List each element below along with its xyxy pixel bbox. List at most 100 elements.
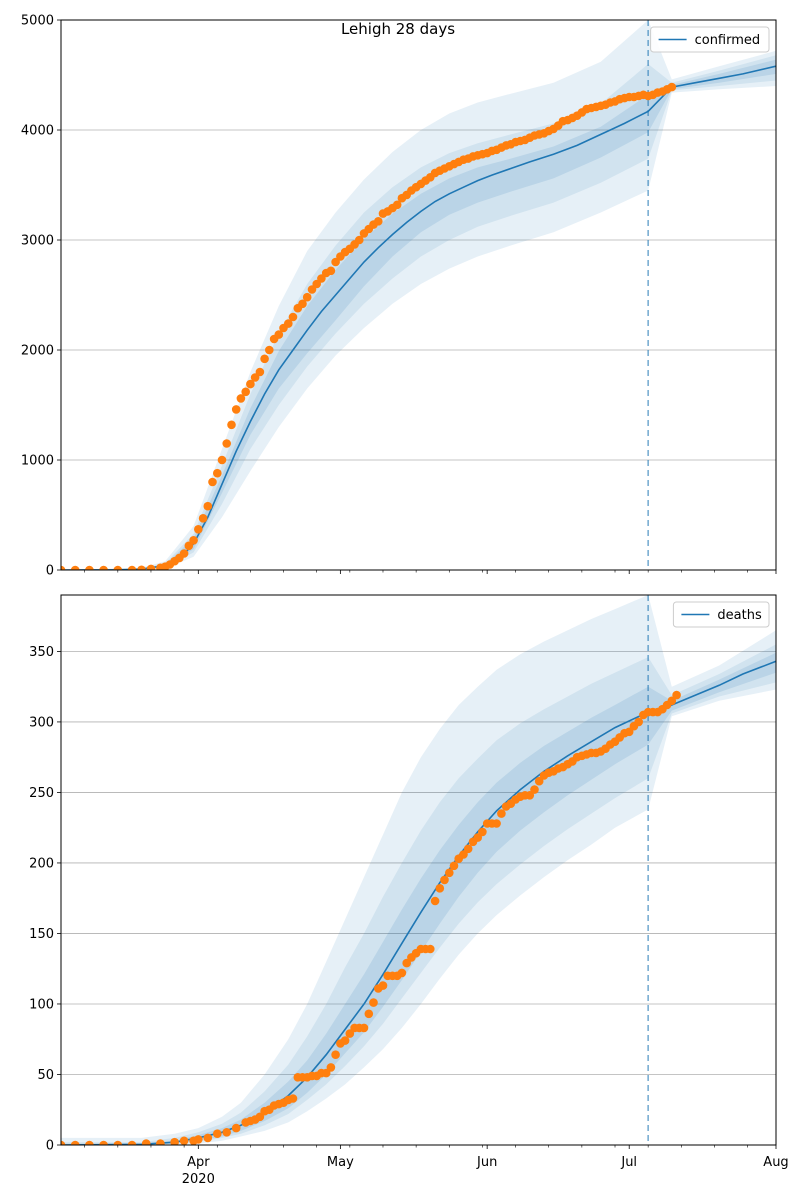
observed-point: [302, 292, 312, 302]
y-tick-label: 150: [29, 927, 54, 942]
observed-point: [667, 82, 677, 92]
band-inner: [61, 652, 776, 1145]
observed-point: [355, 235, 364, 245]
observed-point: [137, 565, 146, 570]
observed-point: [326, 266, 336, 276]
deaths-panel: 0 50 100 150 200 250 300 350 Apr 2020 May Jun Jul Aug…: [29, 594, 789, 1187]
observed-point: [231, 405, 241, 414]
observed-point: [213, 468, 222, 478]
observed-point: [364, 1009, 374, 1019]
x-tick-label: Apr: [187, 1155, 210, 1170]
observed-point: [435, 884, 445, 893]
observed-point: [70, 565, 80, 570]
band-middle: [61, 644, 776, 1145]
y-tick-label: 350: [29, 645, 54, 660]
observed-point: [459, 850, 468, 859]
observed-point: [231, 1123, 241, 1133]
observed-point: [203, 1133, 213, 1143]
observed-point: [345, 1029, 355, 1038]
legend-box: [650, 26, 770, 53]
observed-point: [445, 868, 454, 878]
observed-point: [127, 1140, 137, 1145]
observed-point: [156, 1139, 165, 1145]
observed-point: [672, 690, 681, 700]
observed-point: [260, 354, 269, 364]
observed-point: [369, 998, 378, 1007]
plot-area: [61, 20, 776, 570]
observed-point: [284, 319, 293, 328]
observed-point: [440, 875, 449, 885]
observed-point: [478, 827, 487, 837]
observed-point: [222, 1128, 231, 1137]
observed-point: [61, 1140, 66, 1145]
observed-point: [392, 200, 402, 210]
observed-point: [99, 1140, 108, 1145]
observed-point: [497, 809, 506, 818]
observed-point: [85, 1140, 94, 1145]
x-tick-label: Jul: [620, 1155, 637, 1170]
observed-point: [170, 1137, 179, 1145]
observed-point: [198, 514, 208, 523]
y-tick-label: 200: [29, 856, 54, 871]
y-tick-label: 100: [29, 997, 54, 1012]
observed-point: [298, 299, 307, 309]
observed-point: [430, 896, 440, 906]
observed-point: [288, 312, 298, 322]
band-outer: [61, 20, 776, 570]
x-tick-label: Aug: [763, 1155, 788, 1170]
observed-point: [326, 1063, 336, 1072]
observed-point: [530, 785, 539, 794]
observed-point: [70, 1140, 80, 1145]
chart-title: Lehigh 28 days: [340, 20, 456, 38]
observed-point: [99, 565, 108, 570]
observed-point: [208, 477, 217, 487]
observed-point: [194, 525, 203, 534]
observed-point: [534, 776, 544, 786]
observed-point: [634, 717, 643, 727]
observed-point: [321, 1068, 331, 1078]
observed-point: [194, 1135, 203, 1144]
observed-point: [374, 217, 383, 226]
plot-area: [61, 595, 776, 1145]
y-tick-label: 250: [29, 786, 54, 801]
legend: confirmed: [650, 26, 770, 53]
y-tick-label: 0: [46, 1139, 54, 1154]
y-tick-label: 1000: [21, 454, 54, 469]
observed-point: [255, 367, 265, 377]
observed-point: [397, 968, 407, 978]
observed-point: [274, 330, 284, 339]
model-line: [61, 65, 776, 570]
x-tick-label: May: [327, 1155, 354, 1170]
observed-point: [402, 958, 412, 968]
observed-point: [463, 844, 473, 854]
legend: deaths: [672, 601, 770, 628]
confirmed-panel: 0 1000 2000 3000 4000 5000 confirmed: [21, 14, 777, 579]
y-tick-label: 300: [29, 715, 54, 730]
observed-point: [492, 819, 501, 828]
y-tick-label: 4000: [21, 124, 54, 139]
observed-point: [426, 944, 435, 954]
y-tick-label: 5000: [21, 14, 54, 29]
observed-point: [217, 455, 227, 465]
x-tick-label: Jun: [476, 1155, 497, 1170]
observed-point: [246, 379, 255, 389]
y-tick-label: 50: [37, 1068, 54, 1083]
y-tick-label: 3000: [21, 234, 54, 249]
observed-point: [236, 394, 246, 403]
observed-point: [473, 833, 483, 842]
observed-point: [265, 345, 274, 355]
observed-point: [241, 387, 250, 397]
observed-point: [667, 696, 677, 706]
y-tick-label: 2000: [21, 344, 54, 359]
observed-point: [213, 1129, 222, 1138]
legend-box: [672, 601, 770, 628]
observed-point: [179, 1136, 189, 1145]
observed-point: [61, 565, 66, 570]
observed-point: [85, 565, 94, 570]
observed-point: [288, 1094, 298, 1103]
observed-point: [378, 981, 388, 990]
observed-point: [359, 1023, 369, 1033]
observed-point: [222, 439, 231, 448]
